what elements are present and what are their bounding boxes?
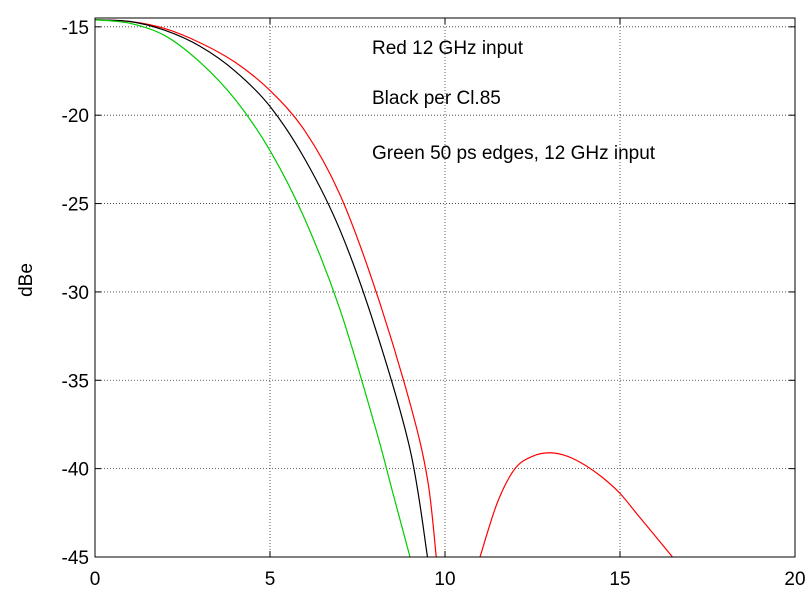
y-tick-label: -15 (62, 18, 89, 39)
annotation-red: Red 12 GHz input (372, 38, 524, 59)
annotation-green: Green 50 ps edges, 12 GHz input (372, 143, 656, 164)
series-line (94, 19, 429, 558)
x-tick-label: 10 (434, 569, 455, 590)
y-tick-label: -40 (62, 460, 89, 481)
x-tick-label: 20 (784, 569, 805, 590)
series-line (479, 452, 673, 558)
x-tick-label: 15 (609, 569, 630, 590)
ticks (94, 18, 796, 558)
y-tick-label: -45 (62, 548, 89, 569)
tick-labels: 0 5 10 15 20 -15 -20 -25 -30 -35 -40 -45 (62, 18, 806, 590)
y-tick-label: -30 (62, 283, 89, 304)
x-tick-label: 0 (90, 569, 101, 590)
series-layer (94, 19, 673, 558)
y-tick-label: -20 (62, 106, 89, 127)
y-tick-label: -25 (62, 195, 89, 216)
y-tick-label: -35 (62, 371, 89, 392)
series-line (94, 19, 411, 558)
annotations: Red 12 GHz input Black per Cl.85 Green 5… (372, 38, 656, 164)
x-tick-label: 5 (265, 569, 276, 590)
y-axis-label: dBe (16, 263, 37, 297)
series-line (94, 19, 437, 558)
annotation-black: Black per Cl.85 (372, 88, 501, 109)
